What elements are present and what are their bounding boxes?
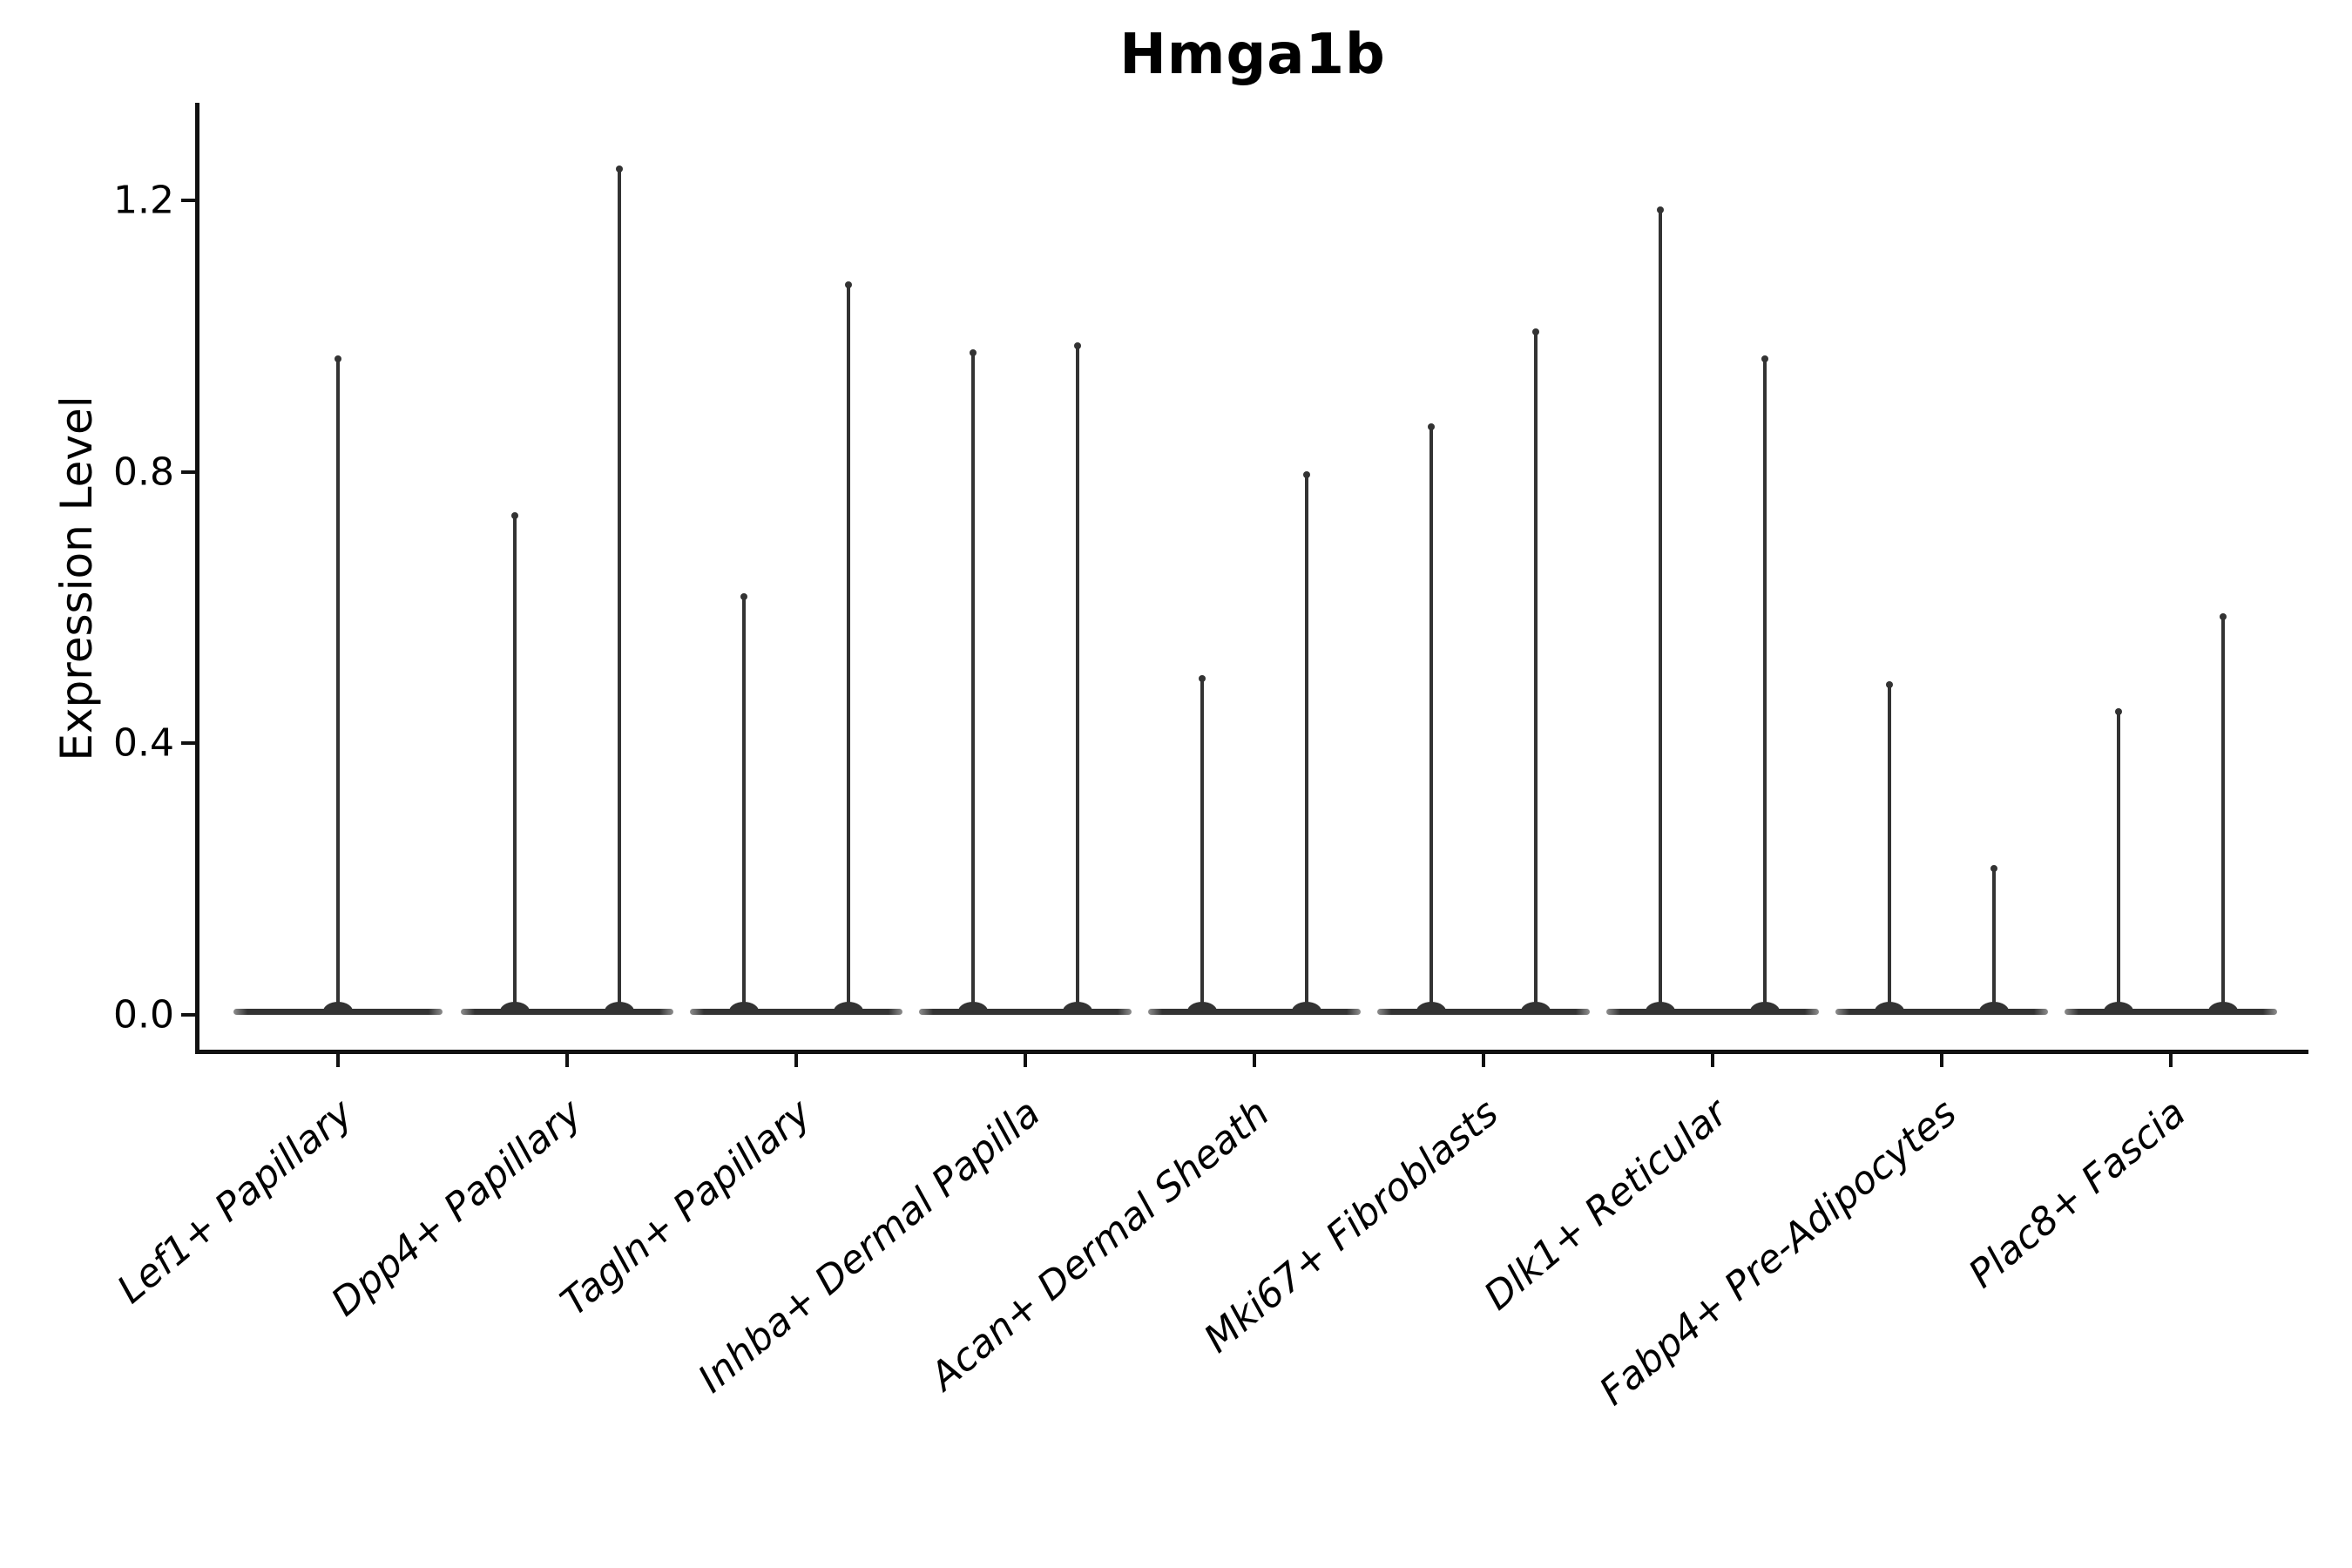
violin-spike — [1763, 356, 1767, 1012]
violin-spike-tip — [616, 166, 623, 172]
violin-base — [461, 1009, 673, 1015]
x-tick-mark — [1024, 1053, 1027, 1067]
x-tick-label: Dpp4+ Papillary — [322, 1091, 591, 1326]
violin-spike-tip — [335, 355, 341, 362]
violin-spike-tip — [1657, 206, 1664, 213]
violin-base — [1835, 1009, 2048, 1015]
x-tick-label: Dlk1+ Reticular — [1476, 1091, 1736, 1320]
violin-spike-tip — [740, 593, 747, 600]
x-tick-mark — [1711, 1053, 1714, 1067]
violin-spike-tip — [1303, 471, 1310, 478]
violin-base — [2065, 1009, 2277, 1015]
violin-spike — [336, 356, 340, 1012]
violin-base — [1148, 1009, 1361, 1015]
violin-spike-tip — [1532, 328, 1539, 335]
violin-spike-tip — [2220, 613, 2227, 620]
violin-spike — [1888, 682, 1891, 1012]
violin-spike — [1429, 424, 1433, 1012]
violin-spike-tip — [1886, 681, 1893, 688]
violin-spike — [847, 282, 850, 1012]
x-tick-label: Tagln+ Papillary — [552, 1091, 820, 1325]
violin-spike-tip — [1074, 342, 1081, 349]
violin-spike-tip — [2115, 708, 2122, 715]
violin-base — [919, 1009, 1132, 1015]
violin-spike-tip — [970, 349, 977, 356]
y-tick-mark — [181, 741, 197, 745]
violin-spike-tip — [1428, 423, 1435, 430]
violin-spike — [2117, 709, 2120, 1012]
violin-spike — [742, 594, 746, 1012]
plot-title: Hmga1b — [1119, 23, 1386, 87]
violin-spike — [1659, 207, 1662, 1012]
x-tick-mark — [1253, 1053, 1256, 1067]
violin-spike-tip — [1761, 355, 1768, 362]
y-tick-label: 0.8 — [113, 449, 174, 495]
x-tick-mark — [2169, 1053, 2173, 1067]
y-tick-label: 1.2 — [113, 178, 174, 223]
y-tick-label: 0.4 — [113, 720, 174, 766]
y-tick-mark — [181, 199, 197, 202]
violin-spike — [1305, 472, 1308, 1012]
y-tick-label: 0.0 — [113, 992, 174, 1037]
y-axis-spine — [195, 103, 199, 1054]
violin-spike — [971, 350, 975, 1012]
x-tick-label: Fabp4+ Pre-Adipocytes — [1591, 1091, 1965, 1415]
x-tick-mark — [1482, 1053, 1485, 1067]
x-tick-mark — [565, 1053, 569, 1067]
y-tick-mark — [181, 1013, 197, 1017]
x-tick-mark — [336, 1053, 340, 1067]
violin-spike — [1534, 329, 1538, 1012]
x-tick-mark — [1940, 1053, 1943, 1067]
violin-spike — [1076, 343, 1079, 1012]
violin-spike — [1992, 866, 1996, 1012]
x-tick-label: Lef1+ Papillary — [109, 1091, 362, 1313]
violin-spike — [513, 513, 517, 1012]
violin-base — [690, 1009, 902, 1015]
x-tick-label: Plac8+ Fascia — [1960, 1091, 2194, 1297]
violin-spike — [618, 166, 621, 1012]
violin-spike-tip — [1990, 865, 1997, 872]
violin-spike-tip — [511, 512, 518, 519]
x-tick-mark — [794, 1053, 798, 1067]
violin-spike — [2221, 614, 2225, 1012]
violin-spike-tip — [845, 281, 852, 288]
violin-base — [1377, 1009, 1590, 1015]
violin-spike-tip — [1199, 675, 1206, 682]
y-tick-mark — [181, 470, 197, 474]
x-axis-spine — [195, 1050, 2308, 1054]
violin-spike — [1200, 676, 1204, 1012]
violin-base — [1606, 1009, 1819, 1015]
